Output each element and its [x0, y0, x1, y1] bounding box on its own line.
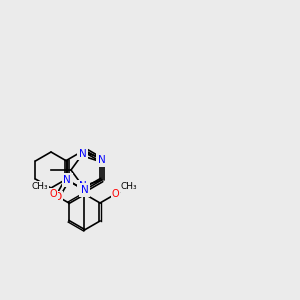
Text: N: N [79, 149, 87, 159]
Text: N: N [81, 185, 88, 195]
Text: O: O [53, 192, 61, 202]
Text: CH₃: CH₃ [32, 182, 49, 191]
Text: N: N [63, 175, 71, 185]
Text: N: N [79, 181, 87, 191]
Text: N: N [98, 155, 106, 165]
Text: CH₃: CH₃ [120, 182, 137, 191]
Text: O: O [112, 189, 119, 199]
Text: O: O [50, 189, 57, 199]
